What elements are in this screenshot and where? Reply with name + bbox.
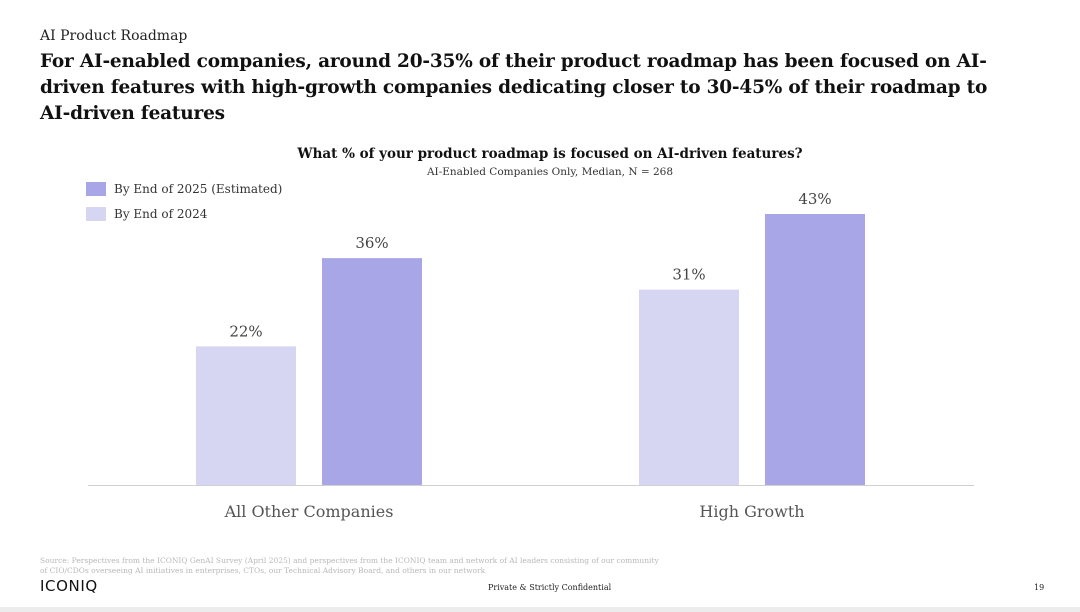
confidentiality-note: Private & Strictly Confidential	[488, 583, 612, 592]
legend-label-2025: By End of 2025 (Estimated)	[114, 182, 283, 196]
section-label: AI Product Roadmap	[40, 28, 188, 44]
legend-swatch-2025	[86, 182, 106, 196]
chart-subtitle: AI-Enabled Companies Only, Median, N = 2…	[426, 166, 674, 178]
page-number: 19	[1034, 583, 1045, 592]
bar	[322, 258, 422, 485]
source-note: Source: Perspectives from the ICONIQ Gen…	[40, 556, 659, 575]
bar	[765, 214, 865, 485]
legend-swatch-2024	[86, 207, 106, 221]
chart-legend: By End of 2025 (Estimated) By End of 202…	[86, 181, 282, 231]
data-label: 22%	[229, 322, 262, 340]
legend-label-2024: By End of 2024	[114, 207, 208, 221]
data-label: 36%	[355, 234, 388, 252]
category-label: All Other Companies	[224, 502, 394, 521]
chart-title: What % of your product roadmap is focuse…	[297, 146, 803, 162]
category-label: High Growth	[699, 502, 804, 521]
bar	[196, 346, 296, 485]
iconiq-logo: ICONIQ	[40, 577, 98, 595]
bottom-border	[0, 607, 1080, 612]
data-label: 43%	[798, 190, 831, 208]
legend-item-2024: By End of 2024	[86, 206, 282, 222]
bar	[639, 289, 739, 485]
bar-chart: 22% 36% All Other Companies 31% 43% High Grow…	[88, 190, 974, 521]
page-headline: For AI-enabled companies, around 20-35% …	[40, 51, 988, 124]
legend-item-2025: By End of 2025 (Estimated)	[86, 181, 282, 197]
data-label: 31%	[672, 266, 705, 284]
